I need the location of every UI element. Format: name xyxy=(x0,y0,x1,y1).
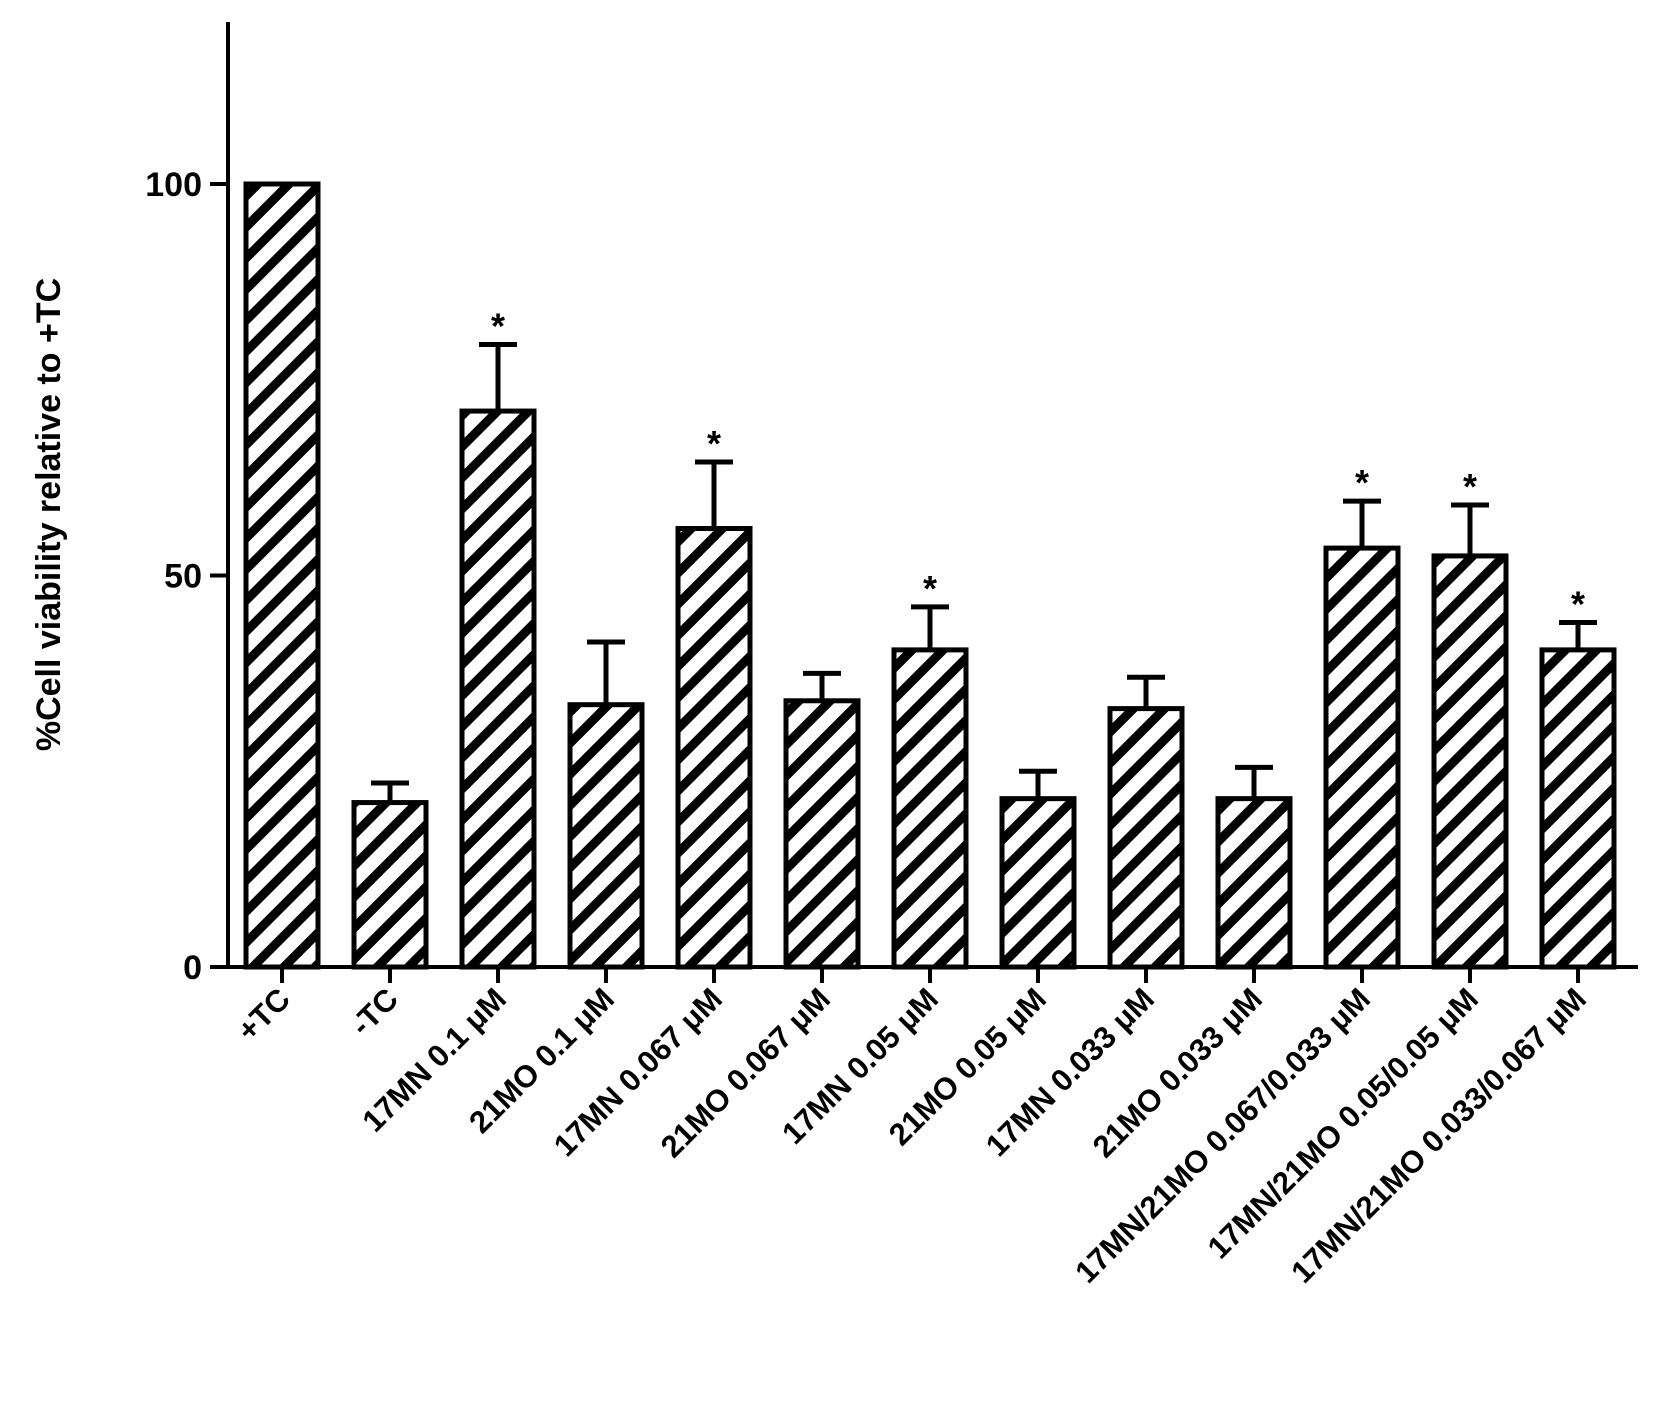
x-ticks-layer xyxy=(280,967,1580,983)
y-axis-title: %Cell viability relative to +TC xyxy=(30,278,68,751)
bar-7 xyxy=(999,796,1077,970)
bar-6 xyxy=(891,647,969,970)
significance-marker-4: * xyxy=(707,423,721,464)
bar-8 xyxy=(1107,706,1185,970)
y-tick-label-0: 0 xyxy=(183,949,202,987)
y-tick-label-1: 50 xyxy=(164,558,202,596)
bar-10 xyxy=(1323,545,1401,970)
bar-1 xyxy=(351,800,429,970)
bar-9 xyxy=(1215,796,1293,970)
y-tick-label-2: 100 xyxy=(145,166,202,204)
bar-0 xyxy=(243,181,321,970)
y-ticks-layer: 0 50 100 xyxy=(145,166,228,987)
significance-layer: * * * * * * xyxy=(491,306,1585,625)
bar-3 xyxy=(567,702,645,970)
bar-2 xyxy=(459,408,537,970)
bar-5 xyxy=(783,698,861,970)
bar-12 xyxy=(1539,647,1617,970)
significance-marker-10: * xyxy=(1355,462,1369,503)
significance-marker-11: * xyxy=(1463,466,1477,507)
bar-4 xyxy=(675,526,753,970)
significance-marker-12: * xyxy=(1571,583,1585,624)
x-tick-label-0: +TC xyxy=(230,981,297,1048)
error-bars-layer xyxy=(371,342,1597,803)
significance-marker-2: * xyxy=(491,306,505,347)
x-tick-label-1: -TC xyxy=(344,981,405,1042)
bar-11 xyxy=(1431,553,1509,970)
significance-marker-6: * xyxy=(923,568,937,609)
